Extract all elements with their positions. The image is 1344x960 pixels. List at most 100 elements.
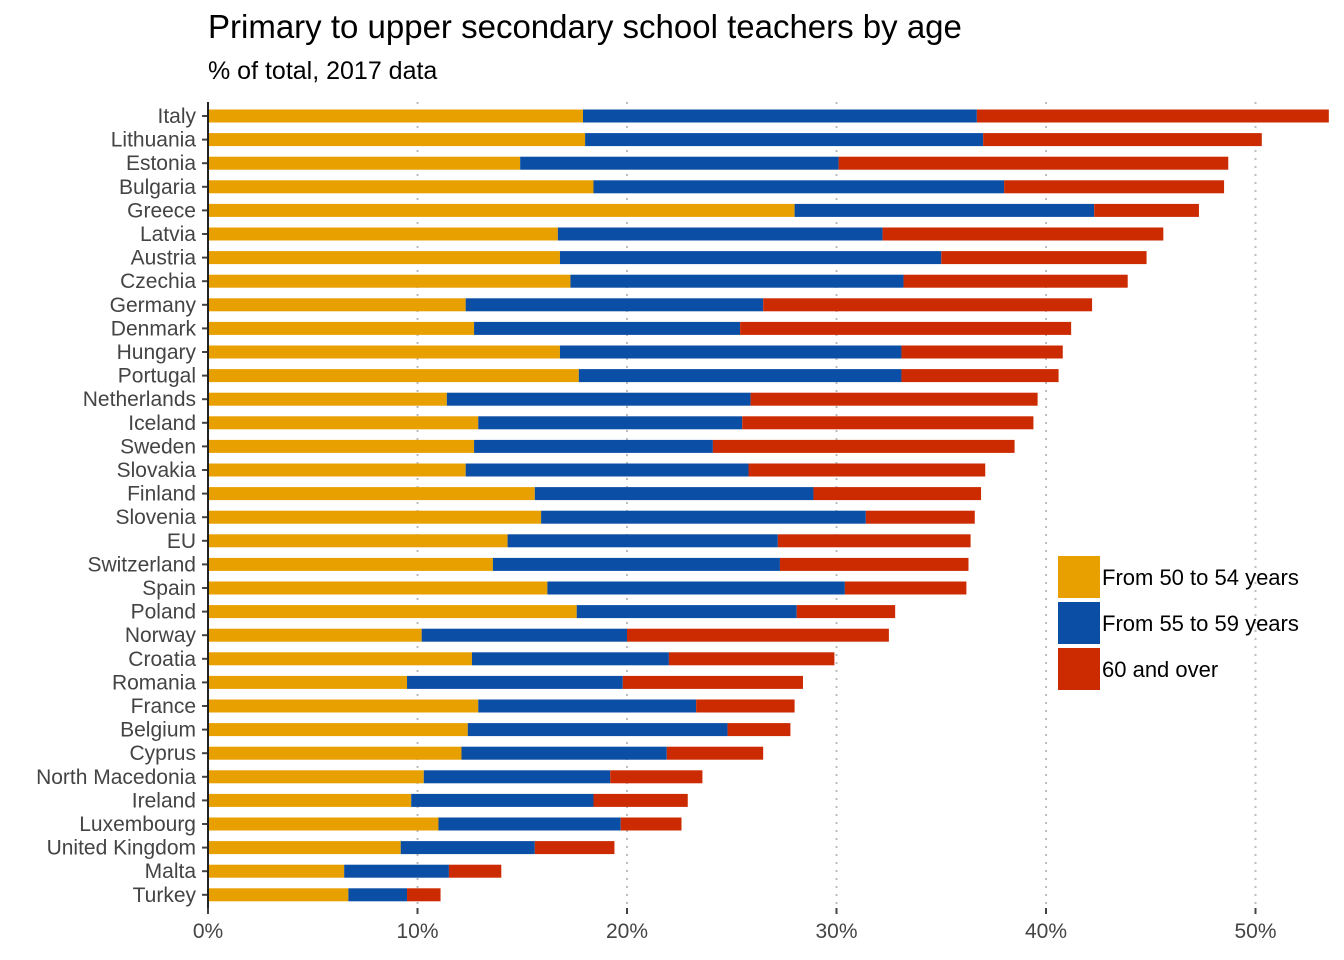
bar-finland-from-55-to-59-years	[534, 487, 814, 501]
bar-portugal-from-55-to-59-years	[578, 369, 902, 383]
category-label: Switzerland	[87, 553, 196, 576]
bar-slovakia-from-55-to-59-years	[465, 463, 749, 477]
bar-poland-60-and-over	[796, 605, 896, 619]
bar-bulgaria-60-and-over	[1004, 180, 1225, 194]
bar-croatia-60-and-over	[668, 652, 835, 666]
bar-austria-60-and-over	[941, 251, 1147, 265]
category-label: Portugal	[118, 365, 196, 388]
bar-cyprus-60-and-over	[666, 746, 764, 760]
category-label: Poland	[131, 601, 196, 624]
bar-iceland-from-50-to-54-years	[208, 416, 479, 430]
bar-austria-from-55-to-59-years	[559, 251, 942, 265]
bar-sweden-from-55-to-59-years	[474, 439, 713, 453]
legend-label: From 50 to 54 years	[1102, 565, 1299, 590]
bar-greece-60-and-over	[1094, 203, 1199, 217]
bar-romania-from-50-to-54-years	[208, 675, 408, 689]
bar-spain-from-55-to-59-years	[547, 581, 845, 595]
bar-hungary-from-55-to-59-years	[559, 345, 902, 359]
bar-united-kingdom-from-55-to-59-years	[400, 841, 535, 855]
x-tick-label: 40%	[1025, 920, 1067, 943]
legend-swatch-from-50-to-54-years	[1058, 556, 1100, 598]
bar-latvia-from-55-to-59-years	[557, 227, 883, 241]
bar-norway-from-50-to-54-years	[208, 628, 422, 642]
bar-netherlands-60-and-over	[750, 392, 1038, 406]
bar-germany-60-and-over	[763, 298, 1093, 312]
category-label: Lithuania	[111, 129, 197, 152]
category-label: Latvia	[140, 223, 196, 246]
category-label: Slovenia	[115, 506, 196, 529]
category-label: Malta	[145, 860, 197, 883]
bar-turkey-from-55-to-59-years	[348, 888, 408, 902]
category-label: Estonia	[126, 152, 196, 175]
bar-hungary-60-and-over	[901, 345, 1063, 359]
legend-swatch-60-and-over	[1058, 648, 1100, 690]
bar-iceland-from-55-to-59-years	[478, 416, 743, 430]
bar-latvia-60-and-over	[882, 227, 1164, 241]
category-label: Germany	[110, 294, 197, 317]
bar-czechia-from-55-to-59-years	[570, 274, 904, 288]
bar-bulgaria-from-55-to-59-years	[593, 180, 1005, 194]
bar-malta-60-and-over	[448, 864, 502, 878]
bar-norway-from-55-to-59-years	[421, 628, 627, 642]
x-axis: 0% 10% 20% 30% 40% 50%	[193, 908, 1277, 943]
bar-belgium-from-50-to-54-years	[208, 723, 468, 737]
category-label: Italy	[157, 105, 196, 128]
bar-czechia-60-and-over	[903, 274, 1128, 288]
bar-turkey-from-50-to-54-years	[208, 888, 349, 902]
bar-sweden-from-50-to-54-years	[208, 439, 475, 453]
category-label: Austria	[131, 247, 197, 270]
category-label: Bulgaria	[119, 176, 196, 199]
bar-france-from-50-to-54-years	[208, 699, 479, 713]
bar-luxembourg-from-55-to-59-years	[438, 817, 621, 831]
bar-slovakia-60-and-over	[748, 463, 986, 477]
category-label: Luxembourg	[79, 813, 196, 836]
bar-estonia-from-55-to-59-years	[520, 156, 839, 170]
bar-slovenia-from-55-to-59-years	[541, 510, 866, 524]
bar-denmark-60-and-over	[740, 321, 1072, 335]
bar-czechia-from-50-to-54-years	[208, 274, 571, 288]
bar-belgium-60-and-over	[727, 723, 791, 737]
bar-netherlands-from-50-to-54-years	[208, 392, 447, 406]
bar-north-macedonia-60-and-over	[610, 770, 703, 784]
x-tick-label: 30%	[815, 920, 857, 943]
bar-romania-60-and-over	[622, 675, 803, 689]
category-label: Finland	[127, 483, 196, 506]
bar-lithuania-from-50-to-54-years	[208, 133, 586, 147]
category-label: Czechia	[120, 270, 196, 293]
bar-romania-from-55-to-59-years	[407, 675, 623, 689]
legend: From 50 to 54 years From 55 to 59 years 60…	[1058, 556, 1299, 690]
bar-norway-60-and-over	[627, 628, 889, 642]
bar-germany-from-50-to-54-years	[208, 298, 466, 312]
bar-finland-60-and-over	[813, 487, 982, 501]
bar-poland-from-50-to-54-years	[208, 605, 577, 619]
bar-turkey-60-and-over	[407, 888, 441, 902]
bar-united-kingdom-60-and-over	[534, 841, 615, 855]
bar-malta-from-50-to-54-years	[208, 864, 345, 878]
bar-luxembourg-60-and-over	[620, 817, 682, 831]
bar-eu-60-and-over	[777, 534, 971, 548]
bar-croatia-from-55-to-59-years	[471, 652, 669, 666]
bar-switzerland-60-and-over	[779, 557, 969, 571]
y-axis: ItalyLithuaniaEstoniaBulgariaGreeceLatvi…	[36, 102, 209, 908]
bar-sweden-60-and-over	[712, 439, 1015, 453]
bar-latvia-from-50-to-54-years	[208, 227, 558, 241]
x-gridlines	[416, 102, 1257, 908]
category-label: Hungary	[117, 341, 197, 364]
bar-ireland-60-and-over	[593, 793, 688, 807]
bar-croatia-from-50-to-54-years	[208, 652, 472, 666]
bar-france-from-55-to-59-years	[478, 699, 697, 713]
chart-title: Primary to upper secondary school teache…	[208, 8, 962, 45]
bar-eu-from-55-to-59-years	[507, 534, 778, 548]
bar-italy-60-and-over	[976, 109, 1329, 123]
bar-switzerland-from-55-to-59-years	[492, 557, 780, 571]
bar-portugal-60-and-over	[901, 369, 1059, 383]
bar-estonia-60-and-over	[838, 156, 1229, 170]
category-label: Slovakia	[117, 459, 197, 482]
bar-slovenia-60-and-over	[865, 510, 975, 524]
bar-bulgaria-from-50-to-54-years	[208, 180, 594, 194]
category-label: Spain	[142, 577, 196, 600]
bar-denmark-from-55-to-59-years	[474, 321, 741, 335]
category-label: Greece	[127, 199, 196, 222]
bar-belgium-from-55-to-59-years	[467, 723, 728, 737]
